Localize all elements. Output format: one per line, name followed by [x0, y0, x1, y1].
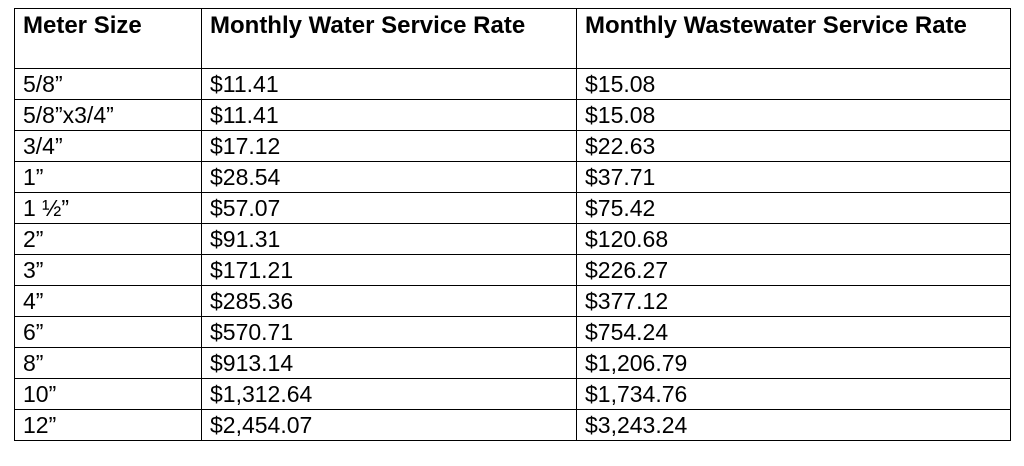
meter-size-cell: 3”	[14, 254, 202, 286]
wastewater-rate-cell: $754.24	[576, 316, 1011, 348]
table-row: 1 ½” $57.07 $75.42	[14, 192, 1011, 224]
header-wastewater-rate: Monthly Wastewater Service Rate	[576, 8, 1011, 69]
table-row: 5/8” $11.41 $15.08	[14, 68, 1011, 100]
water-rate-cell: $57.07	[201, 192, 577, 224]
table-row: 4” $285.36 $377.12	[14, 285, 1011, 317]
meter-size-cell: 8”	[14, 347, 202, 379]
header-water-rate: Monthly Water Service Rate	[201, 8, 577, 69]
wastewater-rate-cell: $15.08	[576, 99, 1011, 131]
table-body: 5/8” $11.41 $15.08 5/8”x3/4” $11.41 $15.08 3/4…	[14, 68, 1011, 441]
wastewater-rate-cell: $37.71	[576, 161, 1011, 193]
wastewater-rate-cell: $75.42	[576, 192, 1011, 224]
table-row: 5/8”x3/4” $11.41 $15.08	[14, 99, 1011, 131]
table-row: 12” $2,454.07 $3,243.24	[14, 409, 1011, 441]
wastewater-rate-cell: $15.08	[576, 68, 1011, 100]
table-row: 6” $570.71 $754.24	[14, 316, 1011, 348]
meter-size-cell: 2”	[14, 223, 202, 255]
meter-size-cell: 5/8”x3/4”	[14, 99, 202, 131]
wastewater-rate-cell: $120.68	[576, 223, 1011, 255]
meter-size-cell: 1”	[14, 161, 202, 193]
water-rate-cell: $11.41	[201, 99, 577, 131]
water-rate-cell: $171.21	[201, 254, 577, 286]
water-rate-cell: $17.12	[201, 130, 577, 162]
water-rate-cell: $913.14	[201, 347, 577, 379]
wastewater-rate-cell: $3,243.24	[576, 409, 1011, 441]
wastewater-rate-cell: $1,734.76	[576, 378, 1011, 410]
table-row: 3” $171.21 $226.27	[14, 254, 1011, 286]
wastewater-rate-cell: $22.63	[576, 130, 1011, 162]
meter-size-cell: 12”	[14, 409, 202, 441]
water-rate-cell: $91.31	[201, 223, 577, 255]
water-rate-cell: $285.36	[201, 285, 577, 317]
wastewater-rate-cell: $377.12	[576, 285, 1011, 317]
water-rate-cell: $2,454.07	[201, 409, 577, 441]
meter-size-cell: 3/4”	[14, 130, 202, 162]
table-row: 3/4” $17.12 $22.63	[14, 130, 1011, 162]
meter-size-cell: 5/8”	[14, 68, 202, 100]
water-rate-cell: $570.71	[201, 316, 577, 348]
rate-table: Meter Size Monthly Water Service Rate Mo…	[14, 8, 1011, 441]
meter-size-cell: 10”	[14, 378, 202, 410]
table-row: 2” $91.31 $120.68	[14, 223, 1011, 255]
meter-size-cell: 6”	[14, 316, 202, 348]
meter-size-cell: 4”	[14, 285, 202, 317]
header-meter-size: Meter Size	[14, 8, 202, 69]
meter-size-cell: 1 ½”	[14, 192, 202, 224]
wastewater-rate-cell: $226.27	[576, 254, 1011, 286]
water-rate-cell: $28.54	[201, 161, 577, 193]
water-rate-cell: $11.41	[201, 68, 577, 100]
table-row: 1” $28.54 $37.71	[14, 161, 1011, 193]
header-row: Meter Size Monthly Water Service Rate Mo…	[14, 8, 1011, 69]
wastewater-rate-cell: $1,206.79	[576, 347, 1011, 379]
table-row: 8” $913.14 $1,206.79	[14, 347, 1011, 379]
table-row: 10” $1,312.64 $1,734.76	[14, 378, 1011, 410]
water-rate-cell: $1,312.64	[201, 378, 577, 410]
